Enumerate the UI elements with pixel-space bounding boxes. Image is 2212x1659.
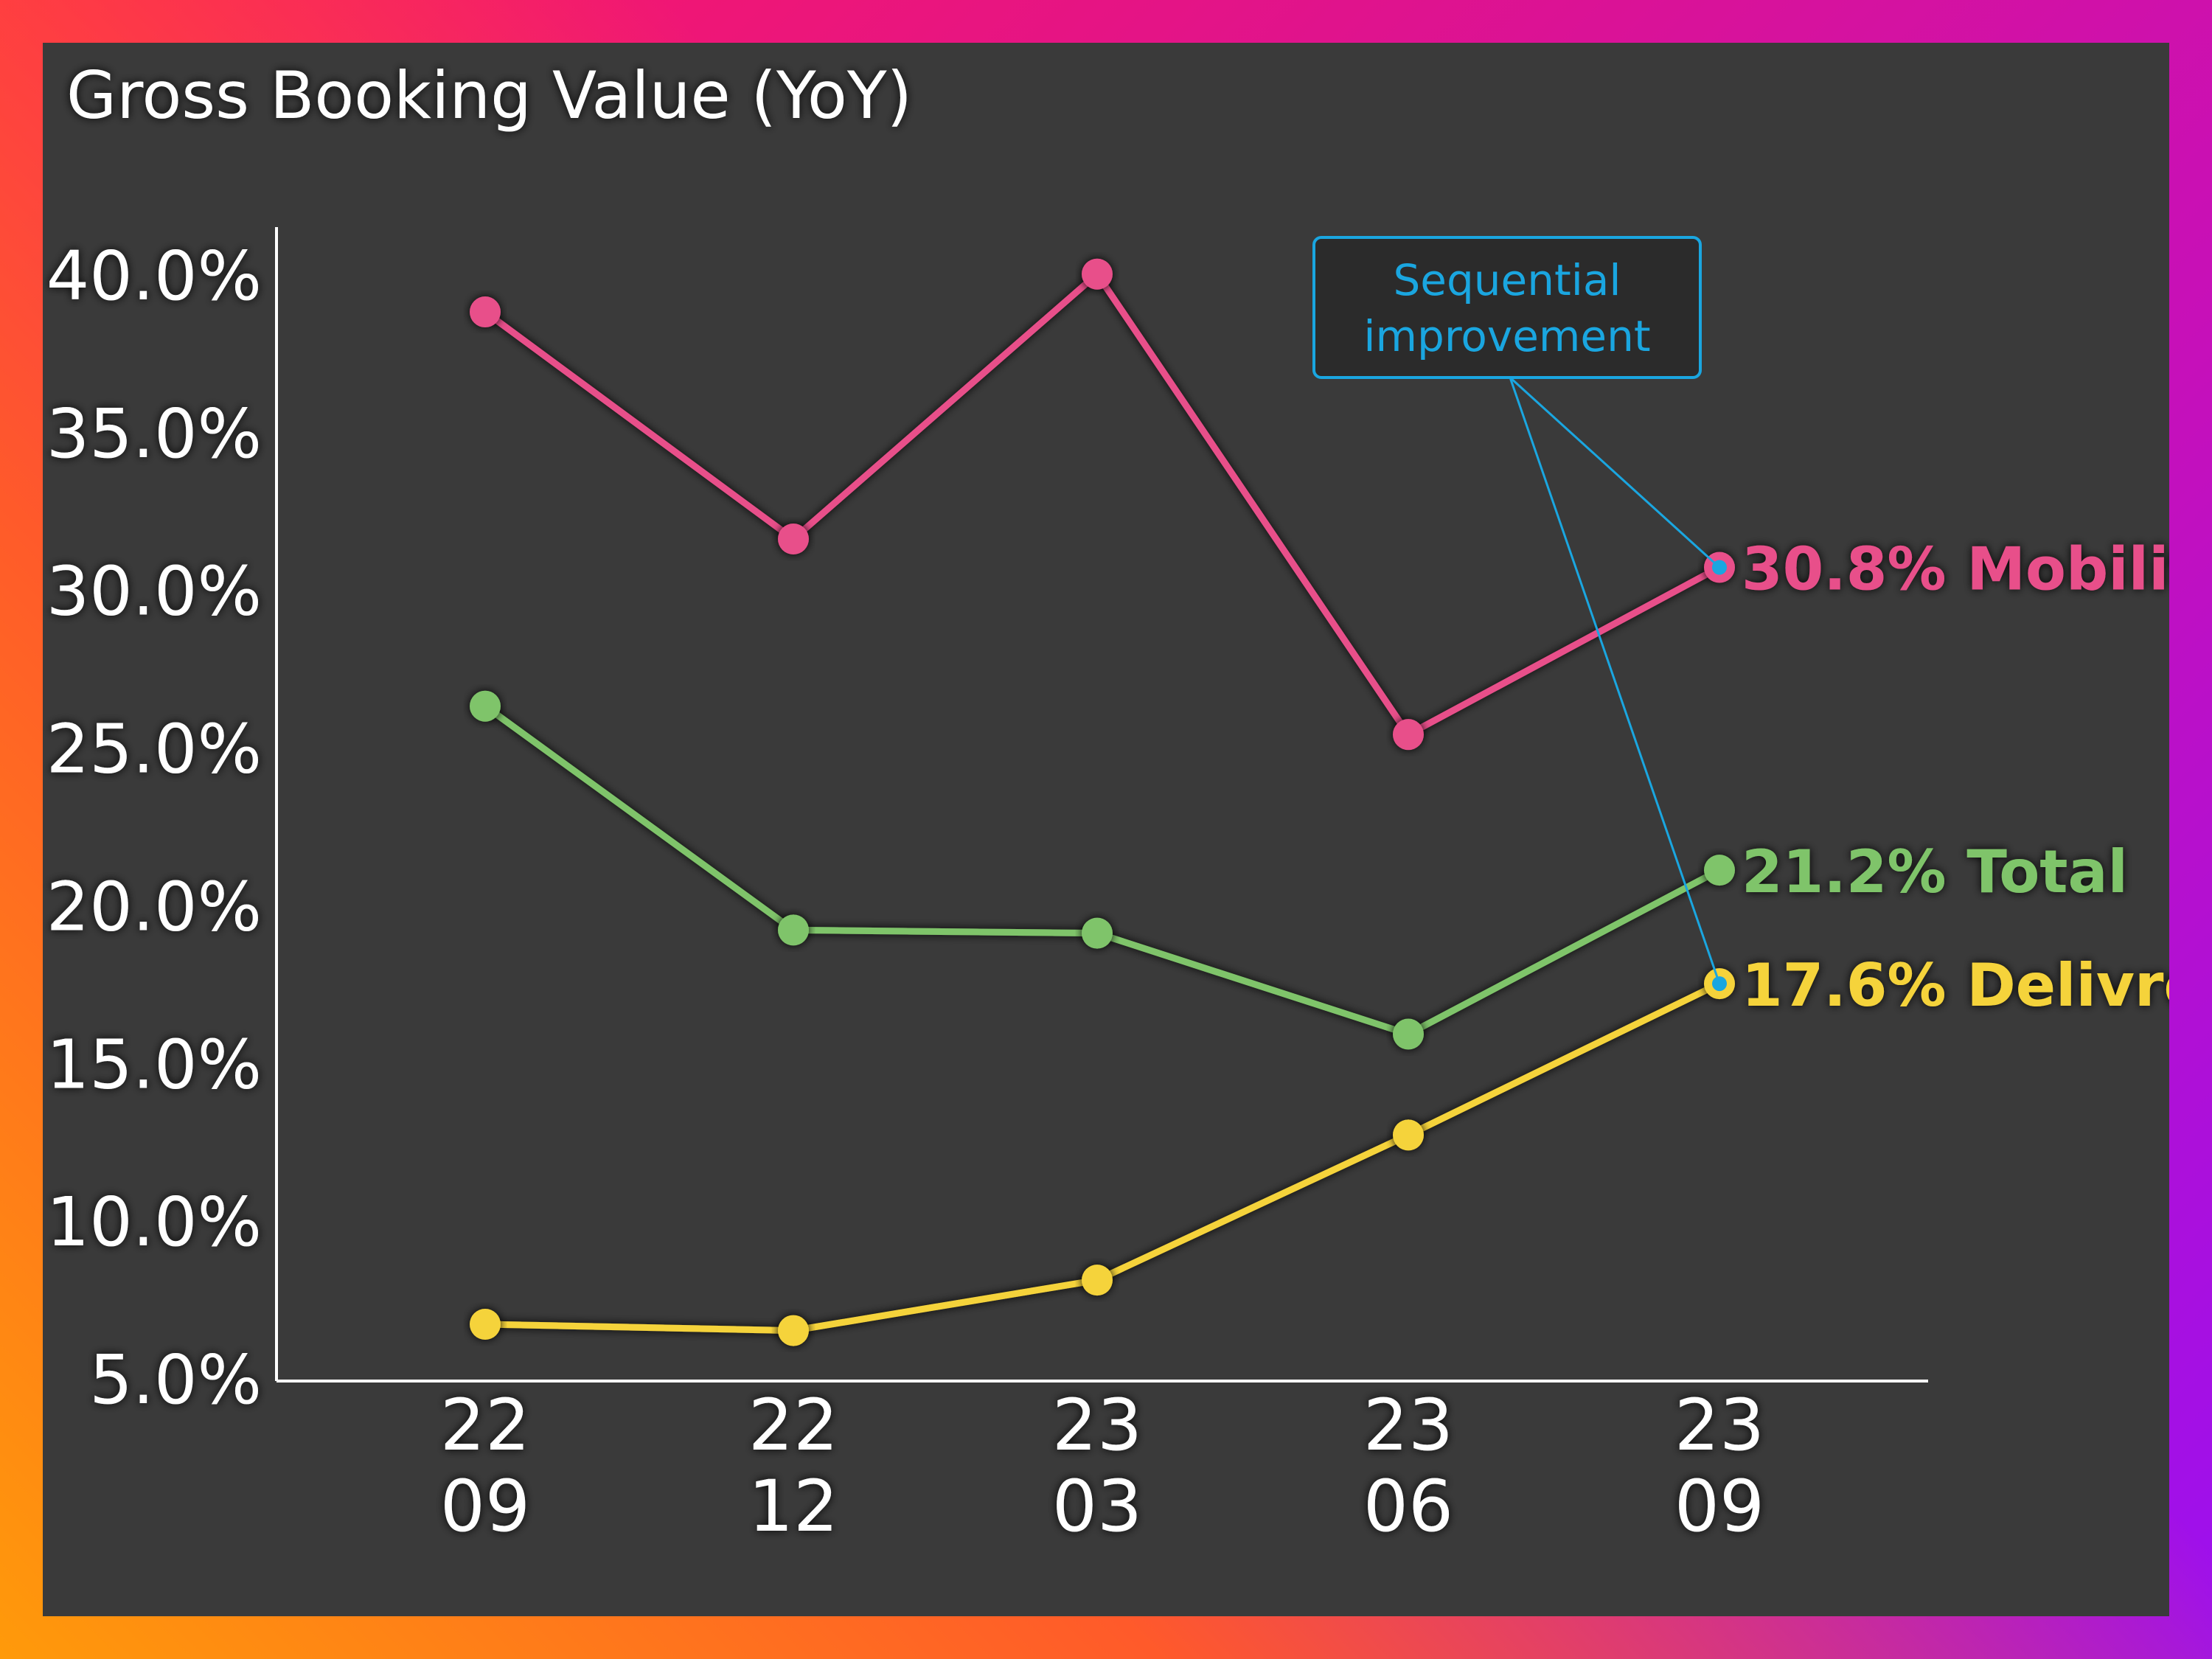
annotation-text: Sequential <box>1393 255 1621 305</box>
x-tick-label: 23 <box>1363 1384 1453 1467</box>
data-point-total <box>1704 855 1735 886</box>
axes: 40.0% 35.0% 30.0% 25.0% 20.0% 15.0% 10.0% 5.0% 2… <box>46 227 1928 1548</box>
series-layer: 30.8% Mobility 21.2% Total 17.6% Delivrey <box>470 258 2169 1346</box>
end-label-total: 21.2% Total <box>1742 838 2128 906</box>
x-tick-label: 22 <box>748 1384 838 1467</box>
annotation-leader-line <box>1509 377 1721 984</box>
y-tick-label: 30.0% <box>46 552 262 631</box>
data-point-mobility <box>470 296 501 328</box>
annotation-text: improvement <box>1363 311 1650 361</box>
y-tick-label: 5.0% <box>89 1340 262 1419</box>
data-point-delivrey <box>778 1315 809 1346</box>
x-tick-label: 09 <box>1674 1465 1764 1548</box>
y-tick-label: 25.0% <box>46 710 262 789</box>
annotation-target-dot <box>1712 560 1727 575</box>
x-tick-label: 03 <box>1052 1465 1142 1548</box>
data-point-mobility <box>778 524 809 555</box>
x-tick-label: 22 <box>440 1384 530 1467</box>
chart-title: Gross Booking Value (YoY) <box>66 58 912 133</box>
data-point-total <box>778 914 809 946</box>
data-point-mobility <box>1082 258 1113 290</box>
data-point-total <box>1082 917 1113 949</box>
x-tick-label: 23 <box>1674 1384 1764 1467</box>
annotation-leader-line <box>1509 376 1721 568</box>
data-point-mobility <box>1393 719 1424 751</box>
annotation-box <box>1312 236 1702 379</box>
data-point-delivrey <box>1082 1265 1113 1296</box>
y-tick-label: 20.0% <box>46 867 262 946</box>
chart-panel: Gross Booking Value (YoY) 40.0% 35.0% 30.0… <box>43 43 2169 1616</box>
annotation-layer: Sequential improvement <box>1312 236 1727 992</box>
series-line-total <box>483 703 1722 1038</box>
y-tick-label: 35.0% <box>46 394 262 473</box>
annotation-target-dot <box>1712 976 1727 992</box>
y-tick-label: 15.0% <box>46 1025 262 1104</box>
x-tick-label: 09 <box>440 1465 530 1548</box>
end-label-mobility: 30.8% Mobility <box>1742 535 2169 603</box>
x-tick-label: 12 <box>748 1465 838 1548</box>
x-tick-label: 23 <box>1052 1384 1142 1467</box>
data-point-delivrey <box>1393 1119 1424 1151</box>
data-point-total <box>1393 1018 1424 1050</box>
data-point-delivrey <box>470 1309 501 1340</box>
end-label-delivrey: 17.6% Delivrey <box>1742 951 2169 1020</box>
line-chart: Gross Booking Value (YoY) 40.0% 35.0% 30.0… <box>46 58 2169 1548</box>
y-tick-label: 10.0% <box>46 1183 262 1262</box>
data-point-total <box>470 690 501 722</box>
y-tick-label: 40.0% <box>46 237 262 316</box>
x-tick-label: 06 <box>1363 1465 1453 1548</box>
